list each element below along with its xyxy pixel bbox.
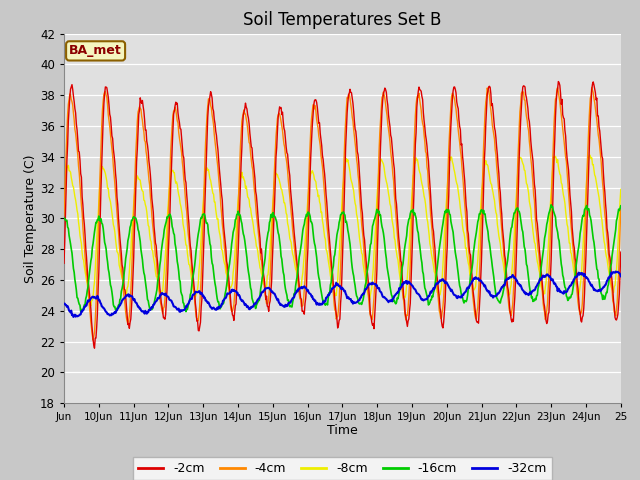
X-axis label: Time: Time <box>327 424 358 437</box>
Title: Soil Temperatures Set B: Soil Temperatures Set B <box>243 11 442 29</box>
Legend: -2cm, -4cm, -8cm, -16cm, -32cm: -2cm, -4cm, -8cm, -16cm, -32cm <box>133 457 552 480</box>
Text: BA_met: BA_met <box>69 44 122 58</box>
Y-axis label: Soil Temperature (C): Soil Temperature (C) <box>24 154 37 283</box>
